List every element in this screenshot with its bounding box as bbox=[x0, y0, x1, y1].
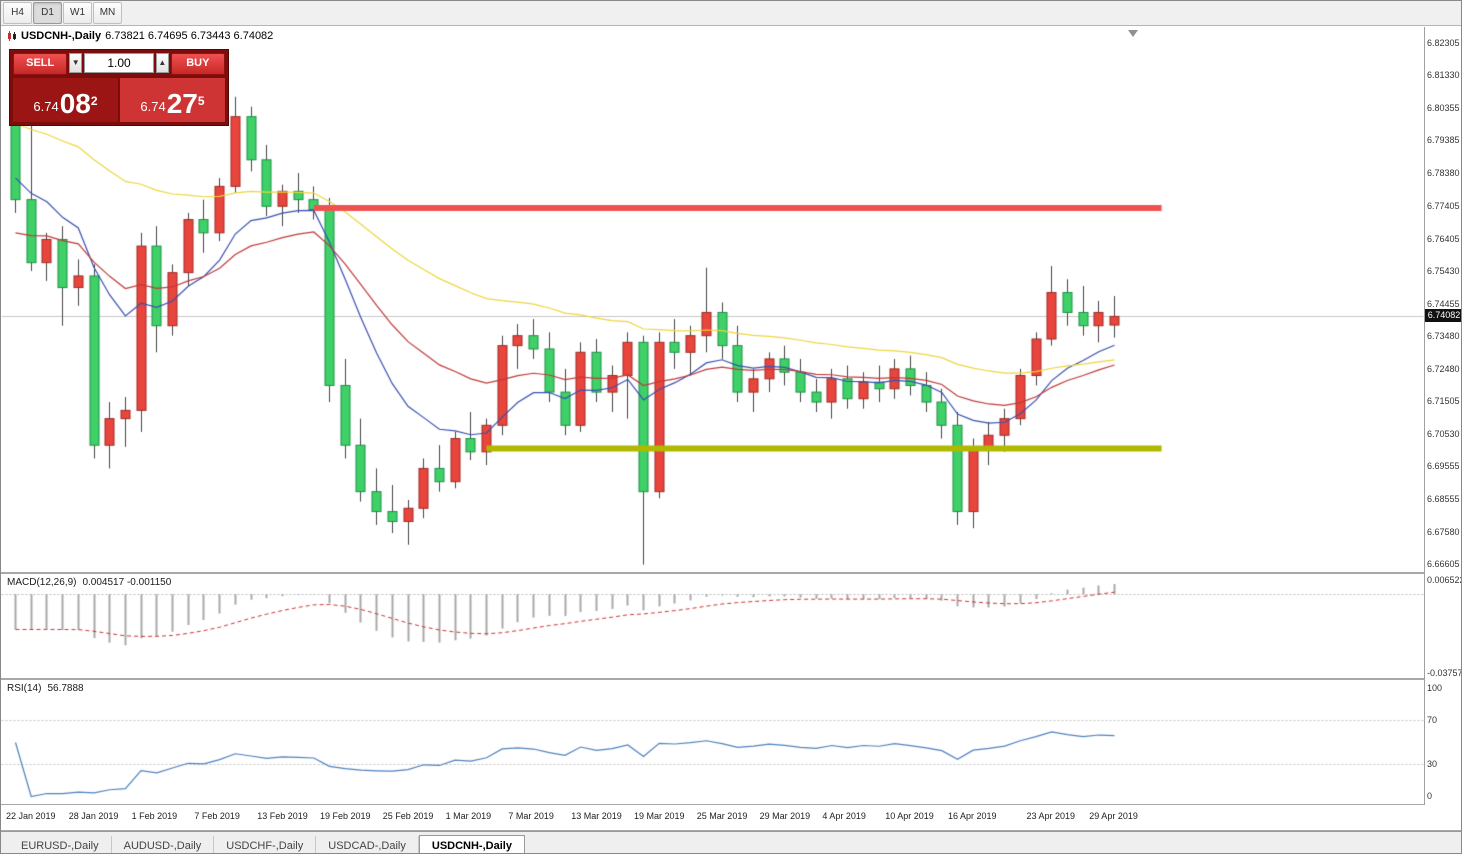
date-axis-label: 10 Apr 2019 bbox=[885, 811, 934, 821]
symbol-ohlc-values: 6.73821 6.74695 6.73443 6.74082 bbox=[105, 30, 274, 42]
date-axis-label: 7 Feb 2019 bbox=[194, 811, 240, 821]
rsi-value: 56.7888 bbox=[47, 683, 84, 694]
price-axis-label: 6.77405 bbox=[1427, 200, 1460, 211]
price-axis-label: 6.78380 bbox=[1427, 168, 1460, 179]
rsi-axis-label: 0 bbox=[1427, 791, 1433, 801]
rsi-canvas[interactable] bbox=[1, 680, 1424, 804]
macd-header: MACD(12,26,9) 0.004517 -0.001150 bbox=[7, 577, 171, 588]
date-axis-label: 13 Mar 2019 bbox=[571, 811, 622, 821]
date-axis-label: 4 Apr 2019 bbox=[822, 811, 866, 821]
price-axis-label: 6.66605 bbox=[1427, 559, 1460, 569]
date-axis-label: 16 Apr 2019 bbox=[948, 811, 997, 821]
date-axis-label: 23 Apr 2019 bbox=[1026, 811, 1076, 821]
price-axis-label: 6.70530 bbox=[1427, 428, 1460, 439]
timeframe-button-h4[interactable]: H4 bbox=[3, 2, 32, 24]
pane-separator[interactable] bbox=[1, 572, 1461, 574]
date-axis-label: 28 Jan 2019 bbox=[68, 811, 119, 821]
tabbar-separator bbox=[1, 830, 1461, 831]
symbol-header: USDCNH-,Daily 6.73821 6.74695 6.73443 6.… bbox=[7, 30, 273, 42]
price-axis-label: 6.68555 bbox=[1427, 494, 1460, 505]
macd-name: MACD(12,26,9) bbox=[7, 577, 77, 588]
volume-increase-button[interactable]: ▲ bbox=[156, 53, 169, 73]
date-axis-label: 19 Feb 2019 bbox=[320, 811, 371, 821]
timeframe-button-d1[interactable]: D1 bbox=[33, 2, 62, 24]
date-axis-label: 13 Feb 2019 bbox=[257, 811, 308, 821]
pane-separator[interactable] bbox=[1, 678, 1461, 680]
buy-price-prefix: 6.74 bbox=[140, 99, 166, 114]
date-axis-label: 25 Feb 2019 bbox=[382, 811, 434, 821]
price-axis-label: 6.75430 bbox=[1427, 266, 1460, 277]
rsi-header: RSI(14) 56.7888 bbox=[7, 683, 84, 694]
price-axis-label: 6.72480 bbox=[1427, 364, 1460, 375]
chart-tab-eurusddaily[interactable]: EURUSD-,Daily bbox=[9, 836, 112, 853]
symbol-name: USDCNH-,Daily bbox=[21, 30, 102, 42]
buy-price-sup: 5 bbox=[197, 94, 205, 108]
timeframe-button-mn[interactable]: MN bbox=[93, 2, 122, 24]
timeframe-toolbar: H4 D1 W1 MN bbox=[1, 1, 1461, 26]
price-axis-label: 6.81330 bbox=[1427, 70, 1460, 81]
date-axis-label: 22 Jan 2019 bbox=[6, 811, 56, 821]
chart-tab-bar: EURUSD-,Daily AUDUSD-,Daily USDCHF-,Daily U… bbox=[1, 831, 1461, 853]
price-chart-canvas[interactable] bbox=[1, 27, 1424, 572]
date-axis-label: 29 Apr 2019 bbox=[1089, 811, 1138, 821]
candlestick-chart-icon bbox=[8, 31, 16, 41]
date-axis-label: 1 Feb 2019 bbox=[131, 811, 178, 821]
current-price-badge: 6.74082 bbox=[1425, 308, 1461, 322]
chart-tab-usdchfdaily[interactable]: USDCHF-,Daily bbox=[214, 836, 317, 853]
rsi-axis-label: 70 bbox=[1427, 715, 1438, 726]
date-axis-label: 19 Mar 2019 bbox=[634, 811, 685, 821]
volume-input[interactable] bbox=[84, 53, 154, 73]
buy-price-main: 27 bbox=[166, 88, 198, 119]
date-axis-label: 25 Mar 2019 bbox=[696, 811, 748, 821]
chart-shift-marker[interactable] bbox=[1128, 30, 1138, 37]
date-axis-label: 29 Mar 2019 bbox=[759, 811, 811, 821]
rsi-name: RSI(14) bbox=[7, 683, 42, 694]
sell-price-display[interactable]: 6.74 08 2 bbox=[13, 78, 118, 122]
price-axis-label: 6.67580 bbox=[1427, 526, 1460, 537]
price-axis-label: 6.80355 bbox=[1427, 102, 1460, 113]
axis-separator bbox=[1, 804, 1461, 805]
price-axis-label: 6.79385 bbox=[1427, 134, 1460, 145]
price-axis-label: 6.76405 bbox=[1427, 233, 1460, 244]
sell-button[interactable]: SELL bbox=[13, 53, 68, 75]
buy-button[interactable]: BUY bbox=[170, 53, 225, 75]
volume-decrease-button[interactable]: ▼ bbox=[69, 53, 82, 73]
date-axis-label: 1 Mar 2019 bbox=[445, 811, 492, 821]
rsi-indicator-pane: RSI(14) 56.7888 bbox=[1, 680, 1424, 804]
price-chart-pane: USDCNH-,Daily 6.73821 6.74695 6.73443 6.… bbox=[1, 27, 1424, 572]
one-click-trading-panel: SELL ▼ ▲ BUY 6.74 08 2 6.74 27 5 bbox=[9, 49, 229, 126]
macd-values: 0.004517 -0.001150 bbox=[82, 577, 172, 588]
price-axis-label: 6.73480 bbox=[1427, 330, 1460, 341]
chart-tab-usdcnhdaily[interactable]: USDCNH-,Daily bbox=[418, 835, 525, 853]
chart-tab-usdcaddaily[interactable]: USDCAD-,Daily bbox=[316, 836, 419, 853]
sell-price-prefix: 6.74 bbox=[33, 99, 59, 114]
rsi-axis-label: 100 bbox=[1427, 683, 1443, 693]
timeframe-button-w1[interactable]: W1 bbox=[63, 2, 92, 24]
macd-axis-label: -0.03757 bbox=[1427, 668, 1462, 678]
price-axis-label: 6.82305 bbox=[1427, 38, 1460, 48]
rsi-axis-label: 30 bbox=[1427, 758, 1438, 769]
time-axis[interactable]: 22 Jan 2019 28 Jan 2019 1 Feb 2019 7 Feb 20… bbox=[1, 805, 1461, 830]
price-axis[interactable]: 6.74082 6.82305 6.81330 6.80355 6.79385 6.78… bbox=[1424, 27, 1462, 805]
buy-price-display[interactable]: 6.74 27 5 bbox=[120, 78, 225, 122]
macd-canvas[interactable] bbox=[1, 574, 1424, 678]
macd-axis-label: 0.006522 bbox=[1427, 575, 1462, 585]
sell-price-main: 08 bbox=[59, 88, 91, 119]
macd-indicator-pane: MACD(12,26,9) 0.004517 -0.001150 bbox=[1, 574, 1424, 678]
price-axis-label: 6.74455 bbox=[1427, 298, 1460, 309]
price-axis-label: 6.71505 bbox=[1427, 396, 1460, 407]
price-axis-label: 6.69555 bbox=[1427, 461, 1460, 472]
chart-tab-audusddaily[interactable]: AUDUSD-,Daily bbox=[112, 836, 215, 853]
sell-price-sup: 2 bbox=[90, 94, 98, 108]
date-axis-label: 7 Mar 2019 bbox=[508, 811, 554, 821]
